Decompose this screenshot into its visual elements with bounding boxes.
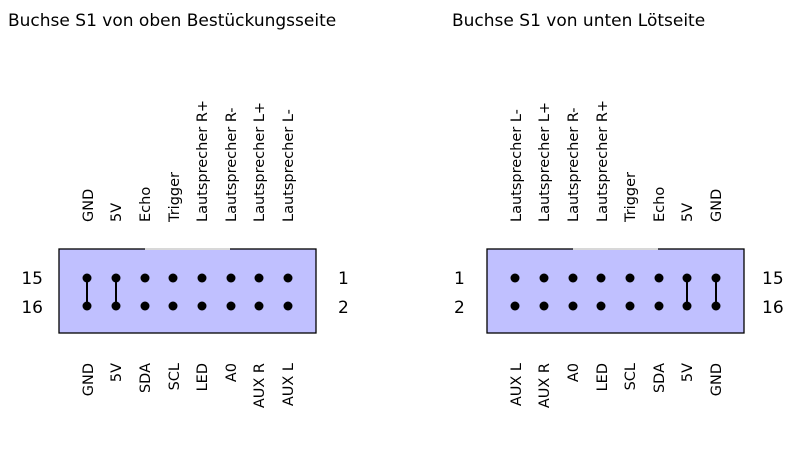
right-title: Buchse S1 von unten Lötseite	[452, 11, 705, 31]
right-bottom-label-6: SDA	[652, 363, 668, 393]
right-row1-left-number: 1	[454, 269, 465, 289]
left-row2-left-number: 16	[21, 298, 43, 318]
left-pin-8	[197, 301, 207, 311]
right-pin-13	[682, 273, 692, 283]
right-connector-group: Buchse S1 von unten Lötseite Lautspreche…	[452, 11, 784, 408]
right-pin-15	[711, 273, 721, 283]
right-pin-3	[539, 273, 549, 283]
right-top-label-6: Echo	[652, 187, 668, 222]
left-top-label-1: GND	[81, 189, 97, 222]
left-bottom-label-3: SDA	[138, 363, 154, 393]
left-top-label-7: Lautsprecher L+	[252, 102, 268, 222]
left-connector-body	[58, 248, 317, 334]
left-bottom-labels: GND 5V SDA SCL LED A0 AUX R AUX L	[81, 363, 297, 408]
left-pin-2	[283, 301, 293, 311]
left-pin-3	[254, 273, 264, 283]
left-connector-group: Buchse S1 von oben Bestückungsseite GND …	[8, 11, 349, 408]
left-pin-15	[82, 273, 92, 283]
left-bottom-label-6: A0	[224, 363, 240, 382]
right-top-label-7: 5V	[680, 203, 696, 222]
left-top-label-4: Trigger	[167, 172, 183, 223]
left-pin-9	[168, 273, 178, 283]
left-row1-right-number: 1	[338, 269, 349, 289]
left-pin-5	[226, 273, 236, 283]
right-bottom-label-8: GND	[709, 363, 725, 396]
right-bottom-label-5: SCL	[623, 363, 639, 390]
left-bottom-label-8: AUX L	[281, 363, 297, 406]
right-top-label-8: GND	[709, 189, 725, 222]
right-row1-right-number: 15	[762, 269, 784, 289]
left-bottom-label-5: LED	[195, 363, 211, 391]
right-top-labels: Lautsprecher L- Lautsprecher L+ Lautspre…	[509, 100, 725, 223]
right-top-label-3: Lautsprecher R-	[566, 107, 582, 222]
right-bottom-label-3: A0	[566, 363, 582, 382]
left-top-label-5: Lautsprecher R+	[195, 100, 211, 222]
right-bottom-labels: AUX L AUX R A0 LED SCL SDA 5V GND	[509, 363, 725, 408]
right-top-label-5: Trigger	[623, 172, 639, 223]
left-bottom-label-2: 5V	[109, 363, 125, 382]
right-pin-1	[510, 273, 520, 283]
left-pin-13	[111, 273, 121, 283]
right-connector-body	[486, 248, 745, 334]
right-pin-9	[625, 273, 635, 283]
left-top-label-2: 5V	[109, 203, 125, 222]
right-bottom-label-4: LED	[595, 363, 611, 391]
right-pin-14	[682, 301, 692, 311]
left-pin-1	[283, 273, 293, 283]
right-pin-row-2	[510, 301, 721, 311]
left-pin-4	[254, 301, 264, 311]
right-pin-11	[654, 273, 664, 283]
left-pin-6	[226, 301, 236, 311]
left-pin-12	[140, 301, 150, 311]
left-top-label-8: Lautsprecher L-	[281, 109, 297, 222]
left-pin-14	[111, 301, 121, 311]
right-pin-2	[510, 301, 520, 311]
left-row2-right-number: 2	[338, 298, 349, 318]
left-pin-10	[168, 301, 178, 311]
left-top-label-6: Lautsprecher R-	[224, 107, 240, 222]
right-top-label-2: Lautsprecher L+	[537, 102, 553, 222]
right-top-label-4: Lautsprecher R+	[595, 100, 611, 222]
left-bottom-label-4: SCL	[167, 363, 183, 390]
right-pin-6	[568, 301, 578, 311]
right-bottom-label-1: AUX L	[509, 363, 525, 406]
right-bottom-label-7: 5V	[680, 363, 696, 382]
left-top-label-3: Echo	[138, 187, 154, 222]
left-bottom-label-7: AUX R	[252, 363, 268, 408]
left-pin-11	[140, 273, 150, 283]
right-top-label-1: Lautsprecher L-	[509, 109, 525, 222]
right-bottom-label-2: AUX R	[537, 363, 553, 408]
left-pin-row-2	[82, 301, 293, 311]
right-pin-8	[596, 301, 606, 311]
left-pin-16	[82, 301, 92, 311]
right-pin-16	[711, 301, 721, 311]
right-pin-10	[625, 301, 635, 311]
right-pin-row-1	[510, 273, 721, 283]
left-title: Buchse S1 von oben Bestückungsseite	[8, 11, 336, 31]
left-top-labels: GND 5V Echo Trigger Lautsprecher R+ Laut…	[81, 100, 297, 223]
left-pin-7	[197, 273, 207, 283]
right-pin-7	[596, 273, 606, 283]
right-row2-right-number: 16	[762, 298, 784, 318]
left-row1-left-number: 15	[21, 269, 43, 289]
right-pin-12	[654, 301, 664, 311]
right-row2-left-number: 2	[454, 298, 465, 318]
right-pin-4	[539, 301, 549, 311]
right-pin-5	[568, 273, 578, 283]
left-pin-row-1	[82, 273, 293, 283]
left-bottom-label-1: GND	[81, 363, 97, 396]
